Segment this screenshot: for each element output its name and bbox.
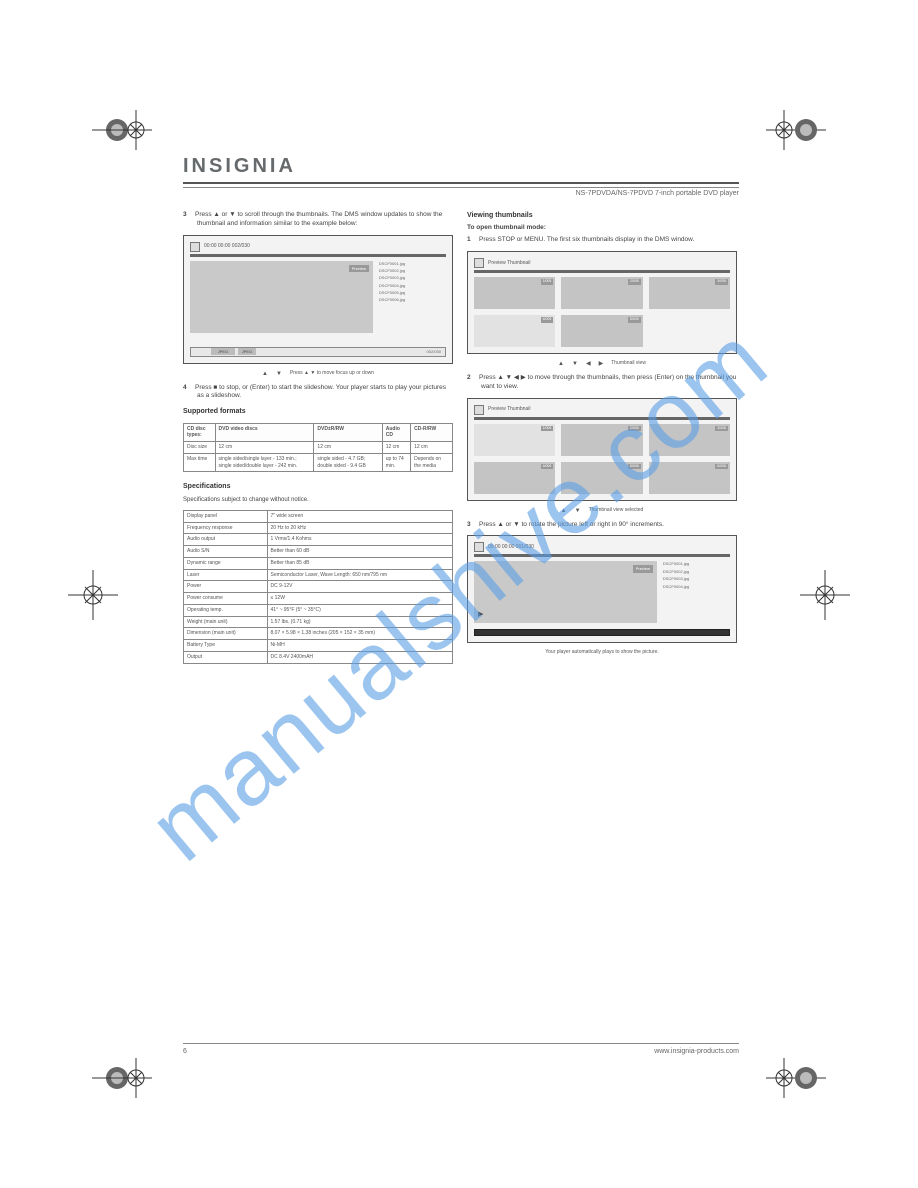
triangle-up-icon: ▲ [262, 370, 268, 378]
preview-tag: Preview [633, 565, 653, 572]
formats-table: CD disc types: DVD video discs DVD±R/RW … [183, 423, 453, 473]
thumbnail: 5/005 [561, 315, 642, 347]
crop-mark-mid-right [800, 570, 850, 620]
window-title: 00:00 00:00 002/030 [204, 243, 446, 250]
play-icon: ▶ [478, 610, 483, 619]
thumbnail: 2/005 [561, 277, 642, 309]
right-column: Viewing thumbnails To open thumbnail mod… [467, 211, 737, 664]
manual-page: INSIGNIA NS-7PDVDA/NS-7PDVD 7-inch porta… [183, 155, 739, 1055]
window-icon [474, 542, 484, 552]
mockup-caption: ▲ ▼ ◀ ▶ Thumbnail view [467, 360, 737, 368]
thumbnail: 1/005 [474, 277, 555, 309]
left-step-3: 3Press ▲ or ▼ to scroll through the thum… [183, 211, 453, 229]
window-title: Preview Thumbnail [488, 406, 730, 413]
file-item: DSCF0003.jpg [379, 275, 446, 280]
file-list: DSCF0001.jpg DSCF0002.jpg DSCF0003.jpg D… [379, 261, 446, 333]
right-step-1: 1Press STOP or MENU. The first six thumb… [467, 236, 737, 245]
thumbnails-intro: To open thumbnail mode: [467, 224, 737, 233]
file-item: DSCF0002.jpg [379, 268, 446, 273]
file-item: DSCF0005.jpg [379, 290, 446, 295]
triangle-right-icon: ▶ [599, 360, 604, 368]
right-step-2: 2Press ▲ ▼ ◀ ▶ to move through the thumb… [467, 374, 737, 392]
preview-image: Preview [190, 261, 373, 333]
window-icon [190, 242, 200, 252]
thumbnail: 3/006 [649, 424, 730, 456]
triangle-down-icon: ▼ [575, 507, 581, 515]
page-footer: 6 www.insignia-products.com [183, 1043, 739, 1055]
file-item: DSCF0003.jpg [663, 576, 730, 581]
preview-image: Preview ▶ [474, 561, 657, 623]
table-header: DVD video discs [215, 423, 314, 442]
triangle-up-icon: ▲ [558, 360, 564, 368]
file-item: DSCF0004.jpg [663, 584, 730, 589]
progress-bar [474, 629, 730, 636]
preview-tag: Preview [349, 265, 369, 272]
window-icon [474, 258, 484, 268]
crop-mark-mid-left [68, 570, 118, 620]
thumbnail: 4/006 [474, 462, 555, 494]
file-list: DSCF0001.jpg DSCF0002.jpg DSCF0003.jpg D… [663, 561, 730, 623]
mockup-caption: ▲ ▼ Thumbnail view selected [467, 507, 737, 515]
mockup-caption: ▲ ▼ Press ▲ ▼ to move focus up or down [183, 370, 453, 378]
table-header: DVD±R/RW [314, 423, 382, 442]
table-header: CD-R/RW [411, 423, 453, 442]
file-item: DSCF0001.jpg [379, 261, 446, 266]
left-step-4: 4Press ■ to stop, or (Enter) to start th… [183, 384, 453, 402]
triangle-down-icon: ▼ [276, 370, 282, 378]
triangle-down-icon: ▼ [572, 360, 578, 368]
triangle-left-icon: ◀ [586, 360, 591, 368]
window-icon [474, 405, 484, 415]
specs-table: Display panel7" wide screen Frequency re… [183, 510, 453, 664]
thumbnail: 2/006 [561, 424, 642, 456]
left-column: 3Press ▲ or ▼ to scroll through the thum… [183, 211, 453, 664]
thumbnail-window-2: Preview Thumbnail 1/006 2/006 3/006 4/00… [467, 398, 737, 501]
heading-supported-formats: Supported formats [183, 407, 453, 416]
thumbnail-window-1: Preview Thumbnail 1/005 2/005 3/005 4/00… [467, 251, 737, 354]
preview-window-mockup: 00:00 00:00 002/030 Preview DSCF0001.jpg… [183, 235, 453, 364]
window-title: Preview Thumbnail [488, 260, 730, 267]
thumbnail-selected: 1/006 [474, 424, 555, 456]
page-number: 6 [183, 1048, 187, 1055]
thumbnail: 4/005 [474, 315, 555, 347]
file-item: DSCF0001.jpg [663, 561, 730, 566]
crop-mark-top-left [92, 100, 152, 160]
crop-mark-bottom-left [92, 1048, 152, 1108]
table-header: Audio CD [382, 423, 410, 442]
heading-specifications: Specifications [183, 482, 453, 491]
file-item: DSCF0004.jpg [379, 283, 446, 288]
triangle-up-icon: ▲ [561, 507, 567, 515]
file-item: DSCF0002.jpg [663, 569, 730, 574]
window-title: 00:00 00:00 001/030 [488, 544, 730, 551]
crop-mark-top-right [766, 100, 826, 160]
thumbnail: 5/006 [561, 462, 642, 494]
model-line: NS-7PDVDA/NS-7PDVD 7-inch portable DVD p… [183, 190, 739, 197]
footer-site: www.insignia-products.com [654, 1048, 739, 1055]
specs-intro: Specifications subject to change without… [183, 496, 453, 504]
thumbnail: 3/005 [649, 277, 730, 309]
thumbnail: 6/006 [649, 462, 730, 494]
play-window-mockup: 00:00 00:00 001/030 Preview ▶ DSCF0001.j… [467, 535, 737, 643]
heading-thumbnails: Viewing thumbnails [467, 211, 737, 220]
table-header: CD disc types: [184, 423, 216, 442]
right-step-3: 3Press ▲ or ▼ to rotate the picture left… [467, 521, 737, 530]
status-bar: JPEG JPEG 002/030 [190, 347, 446, 357]
brand-logo: INSIGNIA [183, 155, 739, 178]
mockup-caption: Your player automatically plays to show … [467, 649, 737, 656]
crop-mark-bottom-right [766, 1048, 826, 1108]
file-item: DSCF0006.jpg [379, 297, 446, 302]
